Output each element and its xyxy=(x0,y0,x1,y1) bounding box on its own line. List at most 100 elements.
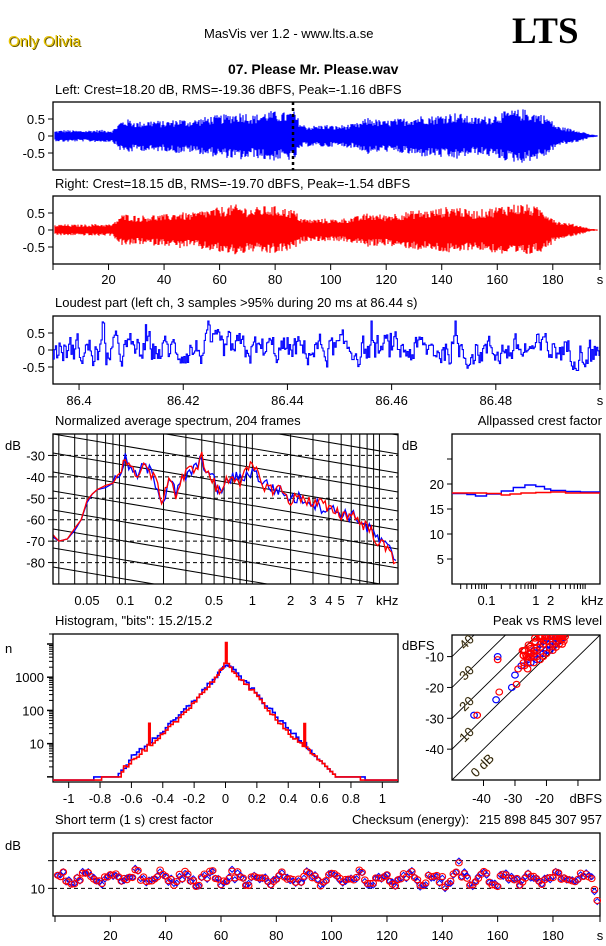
file-name: 07. Please Mr. Please.wav xyxy=(228,61,399,77)
spectrum-xtick-label: 4 xyxy=(325,593,332,608)
brand-label: Only Olivia xyxy=(8,33,81,50)
histogram-title: Histogram, "bits": 15.2/15.2 xyxy=(55,613,213,628)
allpassed-ylabel: dB xyxy=(402,438,418,453)
peak-rms-points xyxy=(470,635,570,719)
peak-rms-right-point xyxy=(495,688,504,696)
peak-rms-ylabel: dBFS xyxy=(402,638,435,653)
short-crest-right-point xyxy=(408,868,416,876)
short-crest-xtick-label: 180 xyxy=(542,928,564,943)
short-crest-frame xyxy=(52,832,601,917)
short-crest-right-point xyxy=(195,881,203,889)
spectrum-slope-line xyxy=(53,528,384,584)
loudest-signal xyxy=(53,320,600,371)
histogram-left-trace xyxy=(53,664,398,781)
right-waveform-xtick-label: 160 xyxy=(486,272,508,287)
peak-rms-left-point xyxy=(492,696,500,704)
peak-rms-right-point xyxy=(526,642,535,650)
allpassed-frame xyxy=(451,433,601,585)
short-crest-right-point xyxy=(513,874,521,883)
allpassed-ytick-label: 10 xyxy=(430,527,444,542)
peak-rms-right-point xyxy=(519,652,528,660)
loudest-xtick-label: 86.44 xyxy=(271,393,304,408)
spectrum-ytick-label: -80 xyxy=(26,556,45,571)
short-crest-right-point xyxy=(203,874,212,882)
short-crest-xtick-label: 160 xyxy=(487,928,509,943)
short-crest-ylabel: dB xyxy=(5,838,21,853)
spectrum-xtick-label: 5 xyxy=(338,593,345,608)
right-waveform-ytick-label: 0 xyxy=(38,223,45,238)
peak-rms-right-point xyxy=(535,635,544,641)
peak-rms-right-point xyxy=(523,665,532,673)
loudest-xtick-label: s xyxy=(597,393,604,408)
histogram-xtick-label: -0.8 xyxy=(89,791,111,806)
peak-rms-right-point xyxy=(539,636,548,644)
allpassed-xtick-label: kHz xyxy=(581,593,603,608)
short-crest-right-point xyxy=(446,877,455,885)
spectrum-xtick-label: 1 xyxy=(249,593,256,608)
spectrum-slope-line xyxy=(53,339,398,397)
lts-logo: LTS xyxy=(512,11,579,52)
right-waveform-ytick-label: -0.5 xyxy=(23,240,45,255)
peak-rms-title: Peak vs RMS level xyxy=(492,613,602,628)
loudest-ytick-label: 0 xyxy=(38,343,45,358)
spectrum-slope-line xyxy=(53,547,271,584)
short-crest-xtick-label: s xyxy=(597,928,604,943)
histogram-xtick-label: 0.8 xyxy=(342,791,360,806)
peak-rms-diagonal xyxy=(452,635,570,750)
peak-rms-left-point xyxy=(511,671,519,679)
left-waveform-signal xyxy=(54,109,598,163)
short-crest-right-point xyxy=(452,868,460,876)
app-title: MasVis ver 1.2 - www.lts.a.se xyxy=(204,26,374,41)
peak-rms-right-point xyxy=(519,659,528,667)
allpassed-traces xyxy=(452,484,600,497)
peak-rms-right-point xyxy=(512,680,521,688)
spectrum-xtick-label: 2 xyxy=(287,593,294,608)
spectrum-xtick-label: kHz xyxy=(376,593,398,608)
histogram-ylabel: n xyxy=(5,641,12,656)
left-waveform-ytick-label: 0 xyxy=(38,129,45,144)
short-crest-right-point xyxy=(546,873,555,882)
peak-rms-right-point xyxy=(542,649,551,658)
peak-rms-left-point xyxy=(470,711,478,719)
short-crest-right-point xyxy=(493,882,502,891)
right-waveform-xtick-label: 80 xyxy=(268,272,282,287)
short-crest-ytick-label: 10 xyxy=(31,881,45,896)
short-crest-xtick-label: 60 xyxy=(214,928,228,943)
short-crest-right-point xyxy=(358,868,366,876)
right-waveform-xtick-label: 40 xyxy=(157,272,171,287)
peak-rms-right-point xyxy=(541,635,549,641)
right-waveform-trace xyxy=(54,204,598,255)
spectrum-title: Normalized average spectrum, 204 frames xyxy=(55,413,301,428)
short-crest-right-point xyxy=(98,879,106,888)
histogram-xtick-label: 0 xyxy=(222,791,229,806)
short-crest-right-point xyxy=(391,882,400,890)
peak-rms-right-point xyxy=(524,641,533,649)
loudest-trace xyxy=(53,320,600,371)
short-crest-right-point xyxy=(587,875,596,883)
short-crest-xtick-label: 120 xyxy=(376,928,398,943)
spectrum-ytick-label: -50 xyxy=(26,491,45,506)
short-crest-right-point xyxy=(352,873,361,881)
checksum-label: Checksum (energy): xyxy=(352,812,470,827)
short-crest-right-point xyxy=(183,870,192,878)
short-crest-xtick-label: 80 xyxy=(269,928,283,943)
peak-rms-ytick-label: -30 xyxy=(425,711,444,726)
peak-rms-left-point xyxy=(539,649,548,658)
peak-rms-xtick-label: -20 xyxy=(535,791,554,806)
spectrum-slope-line xyxy=(163,434,398,474)
peak-rms-left-point xyxy=(507,683,516,692)
peak-rms-diagonal xyxy=(452,635,507,688)
histogram-ytick-label: 1000 xyxy=(15,670,44,685)
allpassed-right-trace xyxy=(452,491,600,496)
loudest-xtick-label: 86.4 xyxy=(66,393,91,408)
short-crest-right-point xyxy=(455,859,463,867)
checksum-value: 215 898 845 307 957 xyxy=(479,812,602,827)
left-waveform-ytick-label: 0.5 xyxy=(27,112,45,127)
spectrum-grid xyxy=(53,339,398,584)
short-crest-right-point xyxy=(178,875,187,883)
spectrum-slope-line xyxy=(389,434,398,436)
allpassed-xtick-label: 2 xyxy=(547,593,554,608)
spectrum-slope-line xyxy=(53,358,398,416)
short-crest-right-point xyxy=(134,867,142,875)
